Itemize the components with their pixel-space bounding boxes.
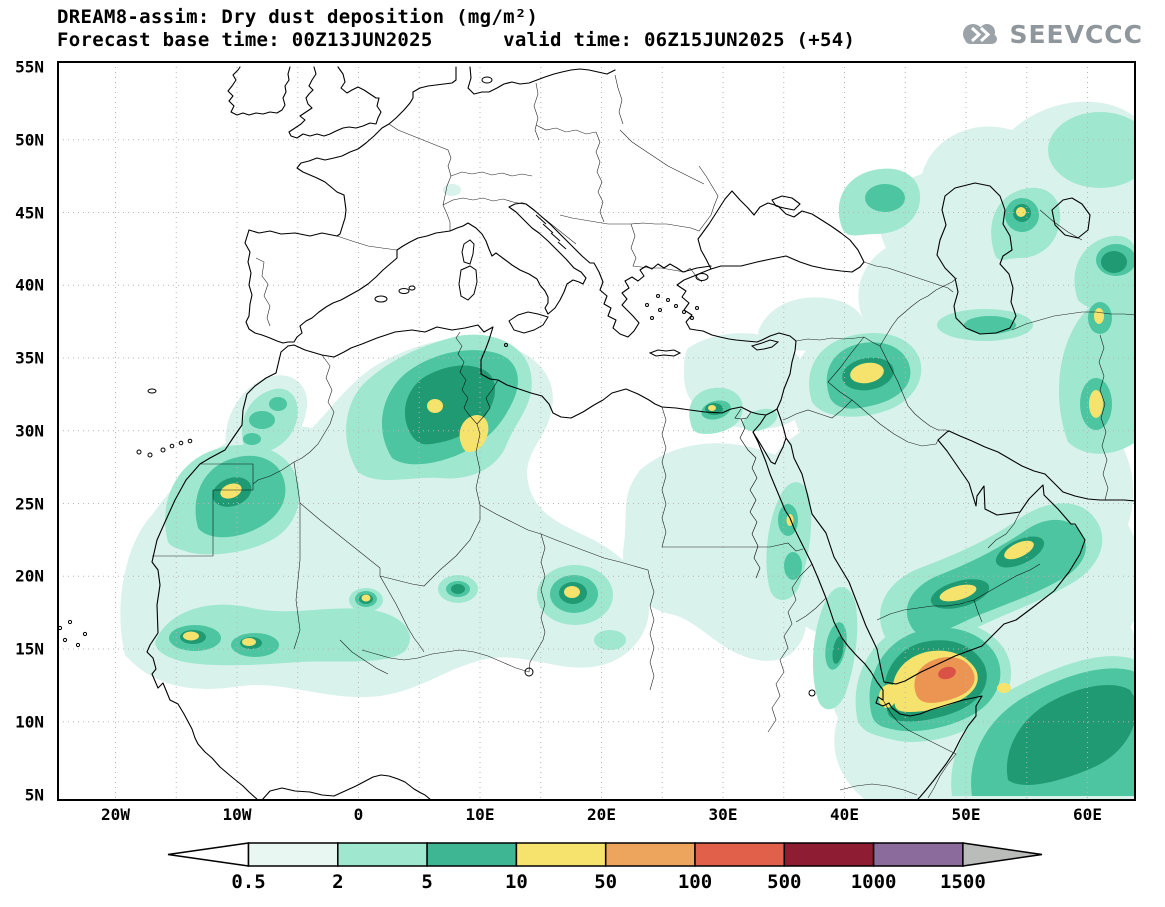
colorbar-segment [337,842,428,867]
y-axis-tick-label: 5N [24,785,44,804]
y-axis-tick-label: 30N [15,421,44,441]
legend-tick-label: 100 [677,871,713,893]
legend-tick-label: 1000 [850,871,897,893]
colorbar-segment [872,842,964,867]
legend-tick-label: 1500 [940,871,986,893]
colorbar-segment [426,842,518,867]
cloud-icon [963,24,998,44]
legend-tick-label: 5 [421,871,433,893]
x-axis-tick-label: 50E [951,805,981,824]
map-frame [57,61,1136,801]
colorbar-segment [515,842,607,867]
x-axis-tick-label: 10E [465,805,495,824]
graticule [58,62,1135,800]
islands [58,76,816,697]
legend-tick-label: 0.5 [231,871,266,893]
colorbar-arrow [167,842,250,867]
legend-tick-label: 50 [594,871,618,893]
legend-tick-label: 2 [332,871,344,893]
logo-text: SEEVCCC [1009,19,1143,49]
x-axis-tick-label: 20E [587,805,616,824]
y-axis-tick-label: 55N [15,57,44,77]
y-axis-tick-label: 15N [15,639,44,659]
colorbar-arrow [962,842,1043,867]
chart-subtitle: Forecast base time: 00Z13JUN2025 valid t… [57,29,856,51]
y-axis-tick-label: 25N [15,494,44,513]
y-axis-tick-label: 35N [15,348,44,368]
y-axis-tick-label: 40N [15,275,44,295]
chart-title: DREAM8-assim: Dry dust deposition (mg/m²… [57,6,539,28]
legend-tick-label: 500 [767,871,802,893]
coastlines [146,66,1135,800]
x-axis-tick-label: 10W [222,805,252,824]
x-axis-tick-label: 0 [353,805,364,824]
y-axis-tick-label: 20N [15,566,44,586]
x-axis-tick-label: 60E [1073,805,1102,824]
y-axis-tick-label: 50N [15,130,44,150]
colorbar-segment [783,842,875,867]
y-axis-tick-label: 45N [15,203,44,222]
colorbar-segment [694,842,786,867]
colorbar [167,842,1043,867]
x-axis-tick-label: 30E [708,805,738,824]
country-borders [152,74,1135,799]
colorbar-segment [247,842,339,867]
dust-shading [120,101,1135,800]
colorbar-segment [604,842,696,867]
x-axis-tick-label: 20W [101,805,130,824]
rivers [734,408,761,579]
seevccc-logo: SEEVCCC [957,18,1143,50]
legend-tick-label: 10 [504,871,528,893]
y-axis-tick-label: 10N [15,712,44,732]
y-axis: 55N 50N 45N 40N 35N 30N 25N 20N 15N 10N 5N [0,0,52,907]
x-axis-tick-label: 40E [830,805,859,824]
